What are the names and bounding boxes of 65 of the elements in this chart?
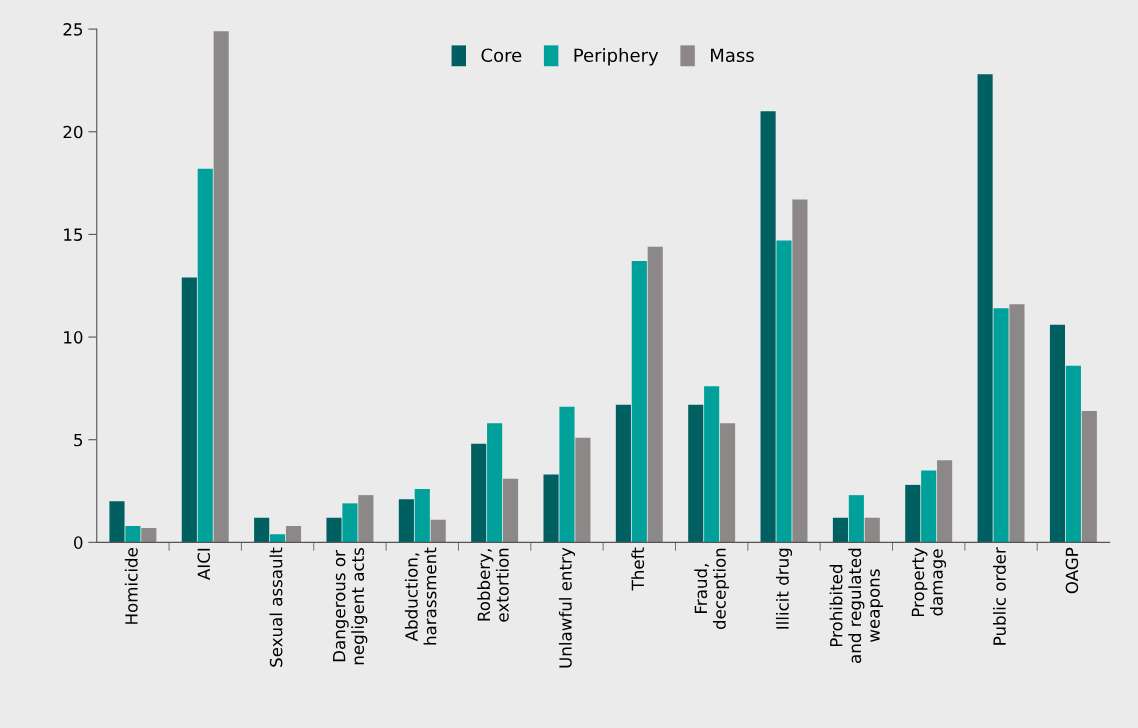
x-tick-label: Robbery, extortion (477, 548, 509, 622)
bar (688, 404, 704, 543)
bar (631, 261, 647, 543)
y-tick-label: 5 (74, 433, 83, 447)
bar (1009, 304, 1025, 543)
x-tick-label: AICI (197, 548, 211, 580)
x-tick-label: Unlawful entry (558, 547, 576, 668)
bar (1065, 365, 1081, 543)
bar (832, 517, 848, 543)
bar (543, 474, 559, 543)
x-tick-label: OAGP (1065, 547, 1079, 594)
bar (125, 525, 141, 543)
legend-label: Mass (711, 48, 754, 63)
bar (921, 470, 937, 543)
bar (430, 519, 446, 543)
bar (487, 423, 503, 543)
bar (502, 478, 519, 543)
bar (993, 308, 1009, 543)
bar (414, 488, 430, 543)
x-tick-label: Illicit drug (775, 548, 793, 629)
y-tick-label: 15 (64, 228, 83, 241)
x-tick-label: Abduction, harassment (404, 547, 437, 645)
bar (937, 460, 953, 543)
bar (254, 517, 270, 543)
bar (977, 74, 993, 543)
x-tick-label: Homicide (124, 548, 138, 624)
bar (358, 495, 374, 543)
x-tick-label: Theft (631, 547, 645, 591)
bar (181, 277, 197, 543)
bar (109, 501, 125, 543)
bar (141, 527, 157, 543)
legend-label: Core (481, 48, 522, 63)
x-tick-label: Fraud, deception (694, 548, 730, 630)
bar (905, 484, 921, 543)
y-tick-label: 20 (63, 125, 83, 139)
bar (326, 517, 342, 543)
x-tick-label: Dangerous or negligent acts (333, 548, 368, 665)
y-tick-label: 25 (63, 23, 83, 36)
y-tick-label: 0 (74, 536, 83, 549)
y-tick-label: 10 (64, 331, 83, 344)
x-tick-label: Public order (992, 547, 1006, 645)
bar (615, 404, 631, 543)
bar (704, 386, 720, 543)
bar (559, 406, 575, 543)
bar (760, 111, 776, 543)
bar (848, 495, 864, 543)
bar (864, 517, 880, 543)
bar (398, 499, 414, 543)
legend-label: Periphery (574, 48, 659, 66)
x-tick-label: Prohibited and regulated weapons (829, 548, 884, 663)
bar (792, 199, 808, 543)
bar (471, 443, 487, 543)
bar (213, 31, 229, 543)
bar (197, 168, 213, 543)
bar (1081, 410, 1097, 543)
bar (342, 503, 358, 543)
x-tick-label: Property damage (911, 547, 947, 617)
bar (776, 240, 792, 543)
bar (647, 246, 663, 543)
x-tick-label: Sexual assault (269, 547, 283, 667)
bar (720, 423, 736, 543)
bar (270, 534, 286, 543)
bar (575, 437, 591, 543)
bar (285, 525, 302, 543)
bar (1049, 324, 1066, 543)
